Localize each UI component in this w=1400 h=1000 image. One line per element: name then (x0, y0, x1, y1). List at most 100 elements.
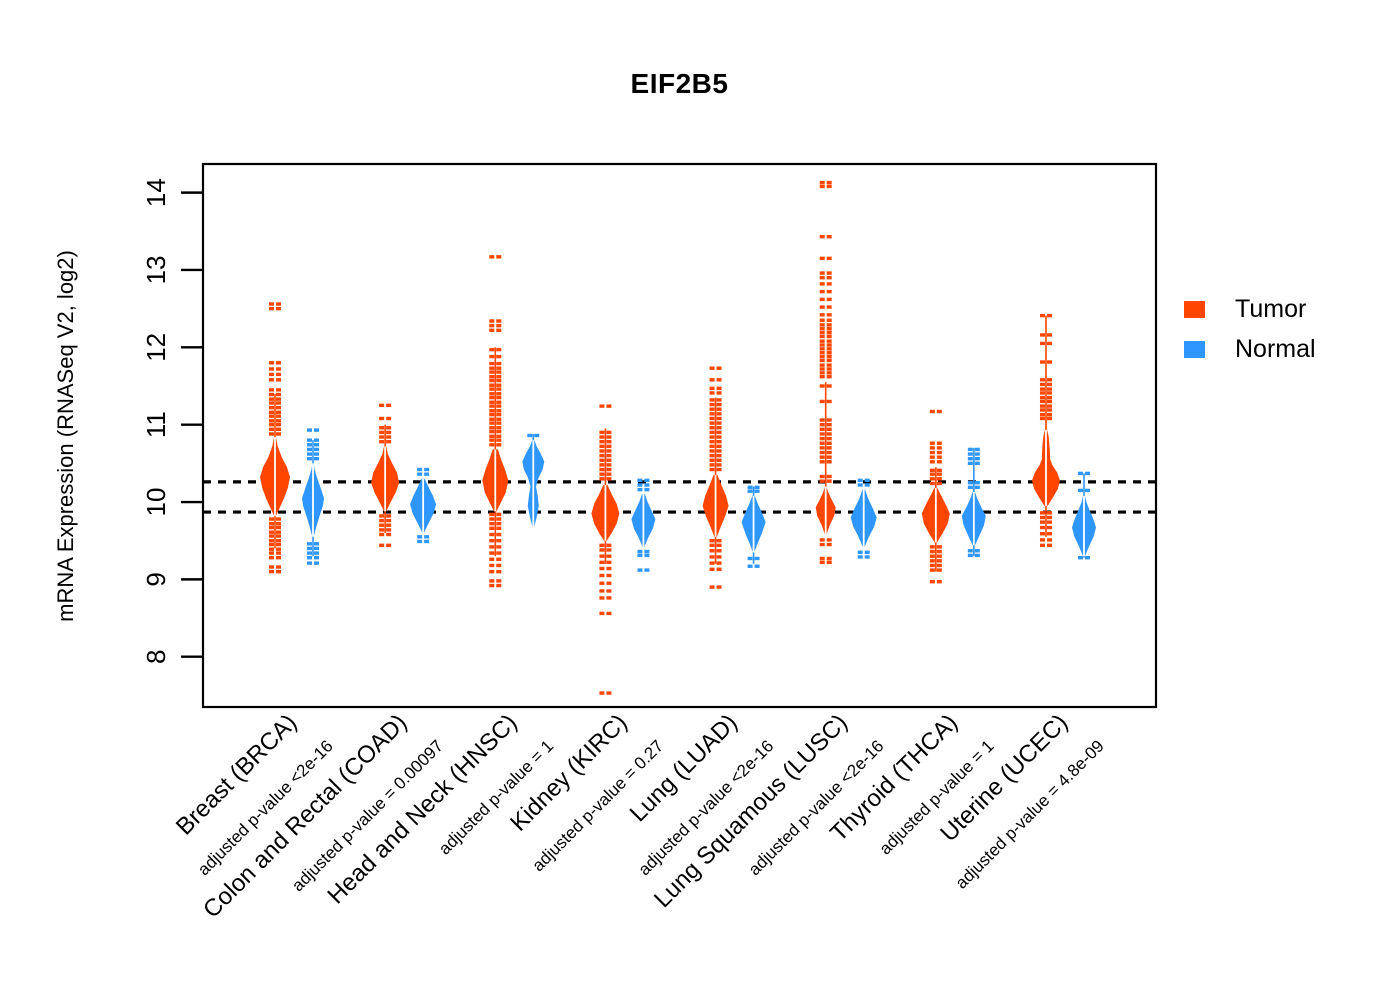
legend-label-normal: Normal (1235, 335, 1316, 363)
tumor-point-mark (929, 409, 935, 414)
tumor-point-mark (826, 323, 832, 327)
tumor-point-mark (936, 409, 942, 414)
tumor-point-mark (709, 378, 715, 382)
y-tick-label-10: 10 (141, 488, 171, 517)
tumor-violin-seam (1045, 430, 1047, 506)
normal-point-mark (314, 457, 319, 461)
tumor-point-mark (276, 367, 281, 371)
tumor-point-mark (716, 378, 722, 382)
tumor-point-mark (606, 611, 612, 616)
tumor-point-mark (826, 313, 832, 317)
tumor-point-mark (716, 421, 722, 425)
tumor-point-mark (599, 611, 605, 616)
tumor-stem (1045, 315, 1047, 379)
tumor-point-mark (929, 468, 935, 473)
normal-point-mark (637, 478, 643, 483)
tumor-point-mark (826, 271, 832, 275)
normal-point-mark (417, 472, 423, 476)
tumor-point-mark (386, 430, 392, 435)
normal-distribution (410, 467, 437, 544)
tumor-point-mark (1039, 313, 1045, 318)
tumor-point-mark (826, 556, 832, 561)
tumor-point-mark (599, 467, 605, 472)
tumor-point-mark (606, 554, 612, 558)
normal-point-mark (307, 457, 312, 461)
tumor-point-mark (826, 441, 832, 445)
tumor-point-mark (276, 414, 281, 418)
tumor-point-mark (1046, 543, 1052, 548)
tumor-point-mark (929, 549, 935, 554)
tumor-point-mark (1039, 333, 1045, 337)
tumor-distribution (702, 366, 729, 589)
tumor-point-mark (496, 361, 502, 366)
tumor-point-mark (826, 339, 832, 343)
normal-point-mark (974, 452, 980, 456)
normal-point-mark (307, 452, 312, 456)
tumor-point-mark (489, 361, 495, 366)
tumor-point-mark (936, 450, 942, 455)
tumor-point-mark (1039, 520, 1045, 524)
group-lung-luad (702, 366, 766, 589)
tumor-point-mark (716, 402, 722, 407)
tumor-point-mark (489, 255, 495, 259)
tumor-point-mark (489, 409, 495, 413)
tumor-point-mark (826, 318, 832, 322)
normal-point-mark (864, 555, 870, 559)
group-breast-brca (260, 302, 324, 574)
tumor-point-mark (1046, 416, 1052, 421)
normal-point-mark (314, 542, 319, 546)
tumor-point-mark (276, 372, 281, 377)
tumor-point-mark (709, 467, 715, 472)
tumor-point-mark (496, 395, 502, 400)
normal-point-mark (864, 483, 870, 487)
tumor-point-mark (496, 378, 502, 383)
tumor-point-mark (929, 460, 935, 464)
tumor-point-mark (606, 560, 612, 565)
normal-point-mark (747, 564, 753, 568)
tumor-point-mark (489, 375, 495, 379)
normal-point-mark (637, 549, 643, 554)
normal-point-mark (314, 452, 319, 456)
tumor-point-mark (386, 528, 392, 532)
tumor-point-mark (819, 313, 825, 317)
tumor-point-mark (489, 569, 495, 574)
tumor-point-mark (269, 551, 274, 555)
tumor-point-mark (819, 474, 825, 479)
normal-distribution (302, 428, 324, 565)
tumor-point-mark (606, 458, 612, 462)
tumor-violin-seam (604, 485, 607, 541)
tumor-point-mark (826, 184, 832, 189)
tumor-point-mark (599, 589, 605, 593)
tumor-point-mark (599, 477, 605, 481)
tumor-point-mark (929, 545, 935, 549)
tumor-point-mark (716, 439, 722, 444)
tumor-point-mark (819, 542, 825, 547)
tumor-point-mark (716, 412, 722, 416)
tumor-point-mark (276, 427, 281, 432)
tumor-point-mark (826, 235, 832, 239)
tumor-point-mark (819, 560, 825, 565)
normal-point-mark (424, 535, 430, 539)
normal-point-mark (314, 428, 319, 432)
tumor-point-mark (276, 422, 281, 427)
tumor-point-mark (1046, 391, 1052, 395)
normal-point-mark (967, 447, 973, 452)
group-thyroid-thca (921, 409, 986, 584)
tumor-point-mark (606, 453, 612, 458)
tumor-point-mark (496, 443, 502, 447)
tumor-point-mark (496, 323, 502, 328)
tumor-point-mark (489, 319, 495, 323)
tumor-point-mark (1039, 412, 1045, 417)
tumor-point-mark (936, 559, 942, 563)
tumor-point-mark (709, 412, 715, 416)
tumor-point-mark (269, 306, 274, 311)
tumor-point-mark (819, 556, 825, 561)
tumor-point-mark (716, 538, 722, 543)
tumor-point-mark (819, 450, 825, 455)
tumor-point-mark (606, 467, 612, 472)
tumor-point-mark (819, 367, 825, 371)
tumor-point-mark (826, 289, 832, 294)
tumor-point-mark (936, 455, 942, 459)
tumor-point-mark (496, 366, 502, 370)
tumor-point-mark (496, 526, 502, 531)
